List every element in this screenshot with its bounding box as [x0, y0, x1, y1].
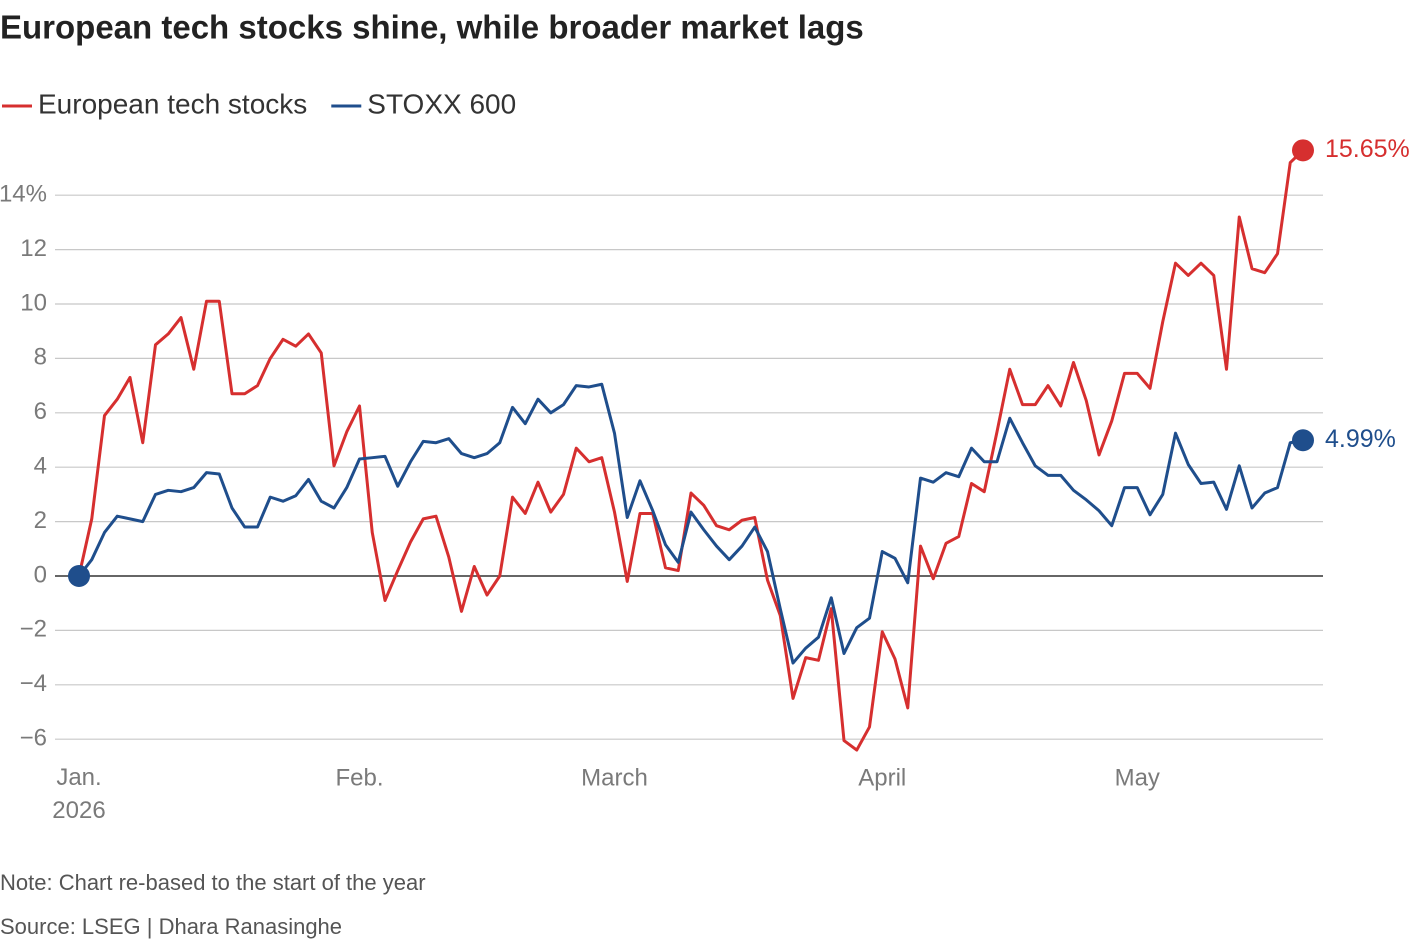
y-tick-label: −6: [20, 725, 47, 752]
legend-label: STOXX 600: [367, 88, 516, 119]
chart-title: European tech stocks shine, while broade…: [0, 9, 864, 46]
y-tick-label: −2: [20, 616, 47, 643]
start-dot: [68, 565, 90, 587]
legend-label: European tech stocks: [38, 88, 307, 119]
x-tick-label: April: [858, 764, 906, 791]
x-tick-label: Feb.: [335, 764, 383, 791]
y-tick-label: 4: [34, 453, 47, 480]
y-tick-label: 0: [34, 561, 47, 588]
y-tick-label: −4: [20, 670, 47, 697]
x-tick-label: May: [1115, 764, 1160, 791]
series-line: [77, 382, 1304, 665]
series-line: [77, 149, 1305, 752]
y-tick-label: 14%: [0, 181, 47, 208]
note: Note: Chart re-based to the start of the…: [0, 870, 426, 895]
end-dot: [1292, 139, 1314, 162]
y-tick-label: 8: [34, 344, 47, 371]
x-tick-label: Jan. 2026: [52, 764, 105, 824]
y-tick-label: 12: [20, 235, 47, 262]
end-label: 4.99%: [1325, 425, 1396, 453]
end-dot: [1292, 429, 1314, 452]
y-tick-label: 10: [20, 289, 47, 316]
x-tick-label: March: [581, 764, 648, 791]
y-tick-label: 2: [34, 507, 47, 534]
end-label: 15.65%: [1325, 135, 1410, 163]
y-tick-label: 6: [34, 398, 47, 425]
source: Source: LSEG | Dhara Ranasinghe: [0, 914, 342, 939]
